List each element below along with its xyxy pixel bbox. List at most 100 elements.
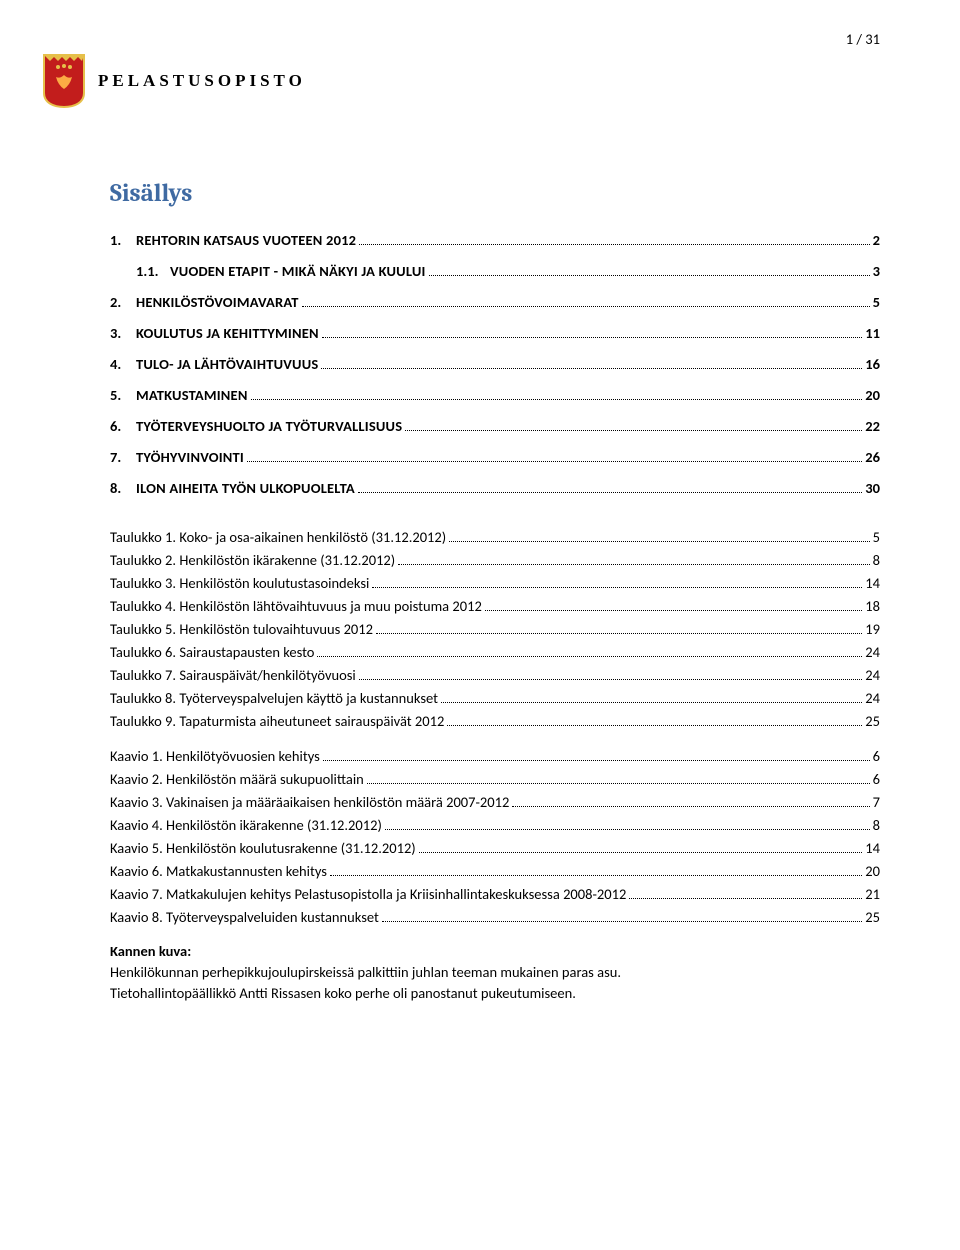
toc-label: Kaavio 1. Henkilötyövuosien kehitys: [110, 746, 320, 767]
toc-leader: [382, 921, 862, 922]
toc-page: 2: [873, 230, 880, 251]
toc-leader: [441, 702, 862, 703]
toc-label: Taulukko 7. Sairauspäivät/henkilötyövuos…: [110, 665, 356, 686]
toc-page: 24: [865, 642, 880, 663]
page-number: 1 / 31: [110, 30, 880, 48]
toc-page: 25: [865, 907, 880, 928]
toc-page: 24: [865, 665, 880, 686]
toc-label: TYÖHYVINVOINTI: [136, 447, 244, 468]
toc-leader: [405, 430, 862, 431]
toc-page: 3: [873, 261, 880, 282]
toc-label: Kaavio 2. Henkilöstön määrä sukupuolitta…: [110, 769, 364, 790]
toc-item[interactable]: Taulukko 1. Koko- ja osa-aikainen henkil…: [110, 527, 880, 548]
toc-item[interactable]: 6.TYÖTERVEYSHUOLTO JA TYÖTURVALLISUUS22: [110, 416, 880, 437]
toc-item[interactable]: 4.TULO- JA LÄHTÖVAIHTUVUUS16: [110, 354, 880, 375]
toc-label: Kaavio 5. Henkilöstön koulutusrakenne (3…: [110, 838, 416, 859]
toc-item[interactable]: Taulukko 7. Sairauspäivät/henkilötyövuos…: [110, 665, 880, 686]
toc-page: 26: [865, 447, 880, 468]
toc-item[interactable]: Kaavio 2. Henkilöstön määrä sukupuolitta…: [110, 769, 880, 790]
toc-item[interactable]: Kaavio 3. Vakinaisen ja määräaikaisen he…: [110, 792, 880, 813]
toc-label: MATKUSTAMINEN: [136, 385, 248, 406]
toc-leader: [367, 783, 870, 784]
toc-page: 16: [865, 354, 880, 375]
toc-page: 21: [865, 884, 880, 905]
toc-item[interactable]: 2.HENKILÖSTÖVOIMAVARAT5: [110, 292, 880, 313]
toc-leader: [376, 633, 862, 634]
toc-item[interactable]: 5.MATKUSTAMINEN 20: [110, 385, 880, 406]
toc-tables: Taulukko 1. Koko- ja osa-aikainen henkil…: [110, 527, 880, 732]
toc-label: Kaavio 4. Henkilöstön ikärakenne (31.12.…: [110, 815, 382, 836]
toc-num: 6.: [110, 416, 136, 437]
toc-label: Kaavio 8. Työterveyspalveluiden kustannu…: [110, 907, 379, 928]
toc-item[interactable]: Taulukko 5. Henkilöstön tulovaihtuvuus 2…: [110, 619, 880, 640]
toc-num: 7.: [110, 447, 136, 468]
toc-leader: [372, 587, 862, 588]
toc-label: Kaavio 7. Matkakulujen kehitys Pelastuso…: [110, 884, 626, 905]
toc-leader: [330, 875, 862, 876]
toc-label: Taulukko 1. Koko- ja osa-aikainen henkil…: [110, 527, 446, 548]
toc-item[interactable]: Taulukko 9. Tapaturmista aiheutuneet sai…: [110, 711, 880, 732]
toc-leader: [385, 829, 870, 830]
toc-leader: [419, 852, 863, 853]
toc-label: Taulukko 4. Henkilöstön lähtövaihtuvuus …: [110, 596, 482, 617]
toc-label: Kaavio 3. Vakinaisen ja määräaikaisen he…: [110, 792, 509, 813]
toc-label: Taulukko 6. Sairaustapausten kesto: [110, 642, 314, 663]
toc-leader: [247, 461, 862, 462]
toc-subitem[interactable]: 1.1.VUODEN ETAPIT - MIKÄ NÄKYI JA KUULUI…: [110, 261, 880, 282]
toc-item[interactable]: 1.REHTORIN KATSAUS VUOTEEN 20122: [110, 230, 880, 251]
toc-num: 5.: [110, 385, 136, 406]
logo-shield-icon: [40, 53, 88, 109]
toc-page: 22: [865, 416, 880, 437]
toc-page: 6: [873, 746, 880, 767]
toc-leader: [629, 898, 862, 899]
toc-item[interactable]: Kaavio 7. Matkakulujen kehitys Pelastuso…: [110, 884, 880, 905]
toc-item[interactable]: 7.TYÖHYVINVOINTI 26: [110, 447, 880, 468]
footer-heading: Kannen kuva:: [110, 942, 880, 960]
toc-label: Taulukko 9. Tapaturmista aiheutuneet sai…: [110, 711, 444, 732]
toc-item[interactable]: Kaavio 5. Henkilöstön koulutusrakenne (3…: [110, 838, 880, 859]
toc-page: 7: [873, 792, 880, 813]
toc-leader: [317, 656, 862, 657]
footer-line: Tietohallintopäällikkö Antti Rissasen ko…: [110, 983, 880, 1003]
toc-item[interactable]: Taulukko 3. Henkilöstön koulutustasoinde…: [110, 573, 880, 594]
toc-leader: [321, 368, 862, 369]
toc-main: 1.REHTORIN KATSAUS VUOTEEN 201221.1.VUOD…: [110, 230, 880, 499]
footer-line: Henkilökunnan perhepikkujoulupirskeissä …: [110, 962, 880, 982]
toc-leader: [302, 306, 870, 307]
toc-page: 11: [865, 323, 880, 344]
toc-item[interactable]: Taulukko 4. Henkilöstön lähtövaihtuvuus …: [110, 596, 880, 617]
brand-text: PELASTUSOPISTO: [98, 71, 306, 91]
toc-item[interactable]: 8.ILON AIHEITA TYÖN ULKOPUOLELTA30: [110, 478, 880, 499]
toc-label: REHTORIN KATSAUS VUOTEEN 2012: [136, 230, 356, 251]
toc-item[interactable]: Kaavio 6. Matkakustannusten kehitys20: [110, 861, 880, 882]
toc-num: 3.: [110, 323, 136, 344]
toc-label: Taulukko 3. Henkilöstön koulutustasoinde…: [110, 573, 369, 594]
toc-page: 8: [873, 815, 880, 836]
toc-item[interactable]: Kaavio 8. Työterveyspalveluiden kustannu…: [110, 907, 880, 928]
toc-leader: [359, 244, 869, 245]
toc-label: KOULUTUS JA KEHITTYMINEN: [136, 323, 319, 344]
toc-item[interactable]: Kaavio 4. Henkilöstön ikärakenne (31.12.…: [110, 815, 880, 836]
toc-page: 14: [865, 573, 880, 594]
toc-item[interactable]: Taulukko 6. Sairaustapausten kesto 24: [110, 642, 880, 663]
toc-label: Taulukko 2. Henkilöstön ikärakenne (31.1…: [110, 550, 395, 571]
toc-item[interactable]: Taulukko 8. Työterveyspalvelujen käyttö …: [110, 688, 880, 709]
toc-page: 5: [873, 292, 880, 313]
toc-item[interactable]: 3.KOULUTUS JA KEHITTYMINEN 11: [110, 323, 880, 344]
toc-leader: [485, 610, 862, 611]
toc-label: HENKILÖSTÖVOIMAVARAT: [136, 292, 299, 313]
toc-page: 20: [865, 385, 880, 406]
toc-page: 18: [865, 596, 880, 617]
toc-label: ILON AIHEITA TYÖN ULKOPUOLELTA: [136, 478, 355, 499]
toc-item[interactable]: Kaavio 1. Henkilötyövuosien kehitys 6: [110, 746, 880, 767]
toc-leader: [512, 806, 869, 807]
toc-charts: Kaavio 1. Henkilötyövuosien kehitys6Kaav…: [110, 746, 880, 928]
toc-label: TULO- JA LÄHTÖVAIHTUVUUS: [136, 354, 318, 375]
toc-label: Kaavio 6. Matkakustannusten kehitys: [110, 861, 327, 882]
toc-num: 8.: [110, 478, 136, 499]
toc-page: 14: [865, 838, 880, 859]
toc-label: Taulukko 8. Työterveyspalvelujen käyttö …: [110, 688, 438, 709]
toc-page: 6: [873, 769, 880, 790]
toc-item[interactable]: Taulukko 2. Henkilöstön ikärakenne (31.1…: [110, 550, 880, 571]
toc-page: 19: [865, 619, 880, 640]
